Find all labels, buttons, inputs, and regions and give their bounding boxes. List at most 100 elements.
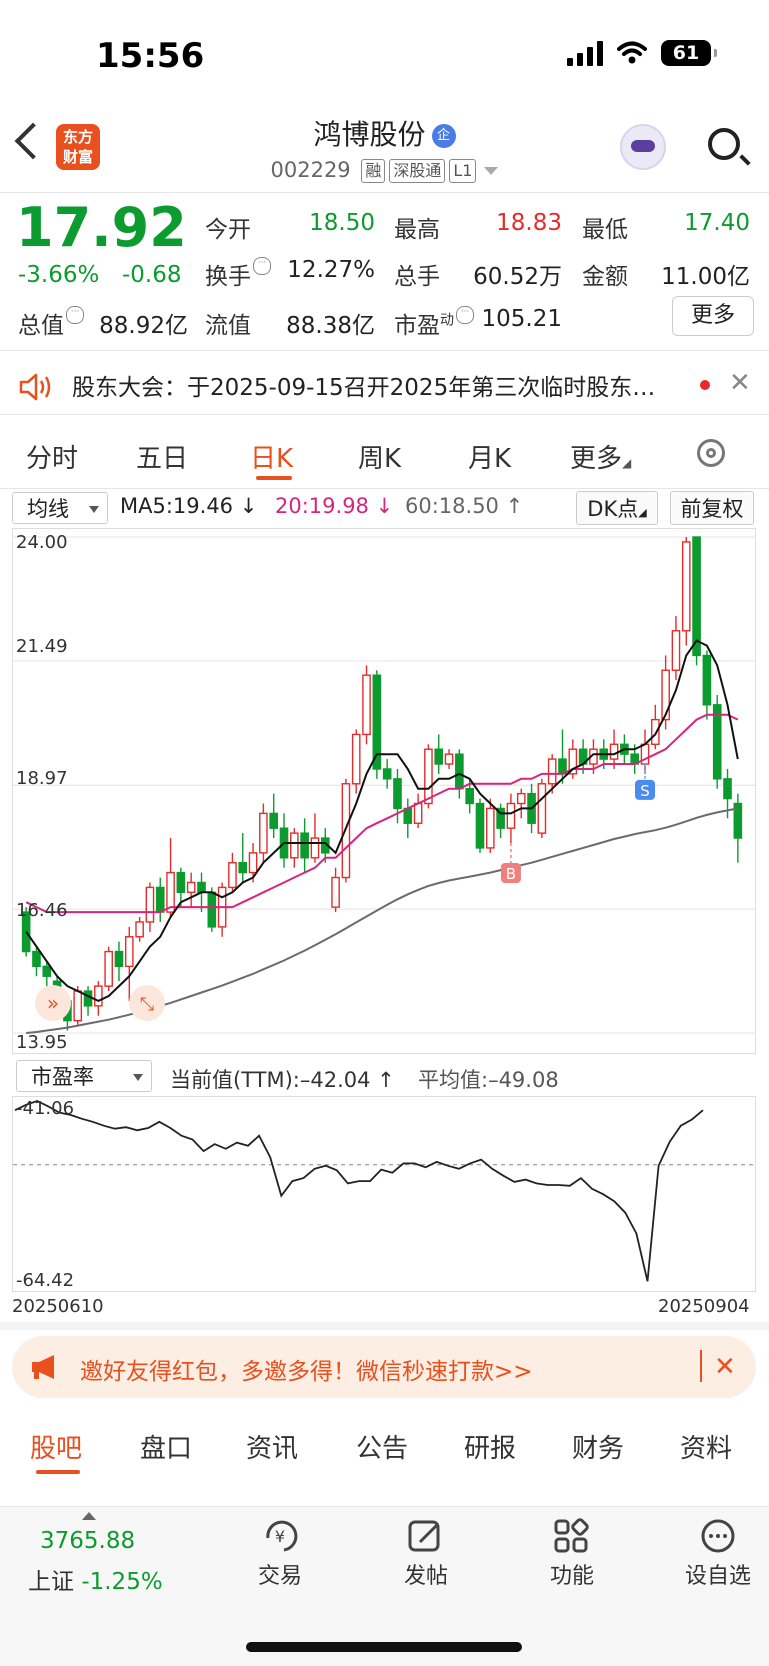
assistant-robot-icon[interactable] [620,124,666,170]
candle-body [661,669,670,721]
mktcap-label: 总值··· [18,306,84,340]
index-value[interactable]: 3765.88 [40,1528,136,1554]
adjust-button[interactable]: 前复权 [670,491,754,525]
index-info[interactable]: 上证 -1.25% [28,1569,163,1595]
close-promo-icon[interactable]: ✕ [714,1352,736,1382]
open-value: 18.50 [309,210,375,236]
candle-body [155,886,165,913]
tab-pankou[interactable]: 盘口 [140,1434,193,1464]
candle-body [506,802,516,829]
dk-point-button[interactable]: DK点◢ [576,491,658,525]
more-button[interactable]: 更多 [672,296,754,336]
pe-indicator-select[interactable]: 市盈率 [16,1060,152,1092]
tab-announcements[interactable]: 公告 [356,1434,409,1464]
tab-monthly-k[interactable]: 月K [468,444,512,474]
candle-body [372,674,382,770]
chevron-down-icon[interactable] [484,167,499,175]
turnover-value: 12.27% [287,257,375,283]
notice-text[interactable]: 股东大会：于2025-09-15召开2025年第三次临时股东大会 [72,375,672,401]
candle-body [197,881,206,894]
nav-functions[interactable]: 功能 [522,1518,622,1590]
edit-icon [408,1520,440,1552]
pe-y-top: -41.06 [16,1098,75,1119]
search-icon[interactable] [708,128,740,160]
tag-level: L1 [449,159,477,183]
section-gap [0,1322,769,1330]
marker-s-badge [635,779,656,800]
logo-line2: 财富 [62,148,93,166]
candle-body [547,758,557,785]
candle-body [104,950,113,987]
app-logo: 东方 财富 [56,124,100,170]
date-start: 20250610 [12,1296,104,1317]
stock-title: 鸿博股份企 [0,113,769,153]
candle-body [94,985,103,1007]
candle-body [290,832,299,859]
tab-finance[interactable]: 财务 [572,1434,625,1464]
y-tick-label: 18.97 [16,768,68,789]
nav-trade[interactable]: ¥ 交易 [230,1518,330,1590]
candle-body [135,921,144,938]
candle-body [176,871,186,894]
nav-watchlist[interactable]: 设自选 [668,1518,768,1590]
candle-body [32,950,41,968]
quote-divider [0,350,769,351]
pe-value: 105.21 [481,306,562,332]
nav-post[interactable]: 发帖 [376,1518,476,1590]
close-notice-icon[interactable]: ✕ [729,368,751,398]
tab-intraday[interactable]: 分时 [26,444,79,474]
pe-average: 平均值:–49.08 [418,1068,559,1092]
tabs-divider [0,488,769,489]
trade-icon: ¥ [266,1520,298,1552]
tab-research[interactable]: 研报 [464,1434,517,1464]
pe-svg [13,1100,755,1282]
stock-name: 鸿博股份 [313,118,426,151]
pe-chart[interactable] [12,1096,756,1292]
tab-guba[interactable]: 股吧 [30,1434,83,1464]
stock-subtitle[interactable]: 002229 融深股通 L1 [0,158,769,183]
tab-five-day[interactable]: 五日 [136,444,189,474]
candle-body [568,748,578,775]
home-indicator [246,1642,522,1652]
high-value: 18.83 [496,210,562,236]
marker-b-label: B [506,865,516,883]
caret-up-icon[interactable] [82,1512,96,1520]
candle-body [238,862,248,874]
candle-body [723,778,732,800]
promo-banner[interactable] [12,1336,756,1398]
indicator-select[interactable]: 均线 [12,492,108,524]
candle-body [145,886,155,923]
float-label: 流值 [205,313,251,339]
candle-body [331,876,340,908]
enterprise-badge-icon: 企 [431,124,456,148]
expand-left-glyph: » [47,991,59,1015]
gear-icon[interactable] [697,439,725,467]
tab-profile[interactable]: 资料 [680,1434,733,1464]
current-price: 17.92 [16,196,187,259]
speaker-icon [19,373,51,401]
candle-body [434,748,444,765]
candle-body [393,778,402,810]
kline-chart[interactable]: B S » ⤡ [12,528,756,1054]
tab-news[interactable]: 资讯 [246,1434,299,1464]
pe-line [14,1100,704,1282]
promo-text[interactable]: 邀好友得红包，多邀多得！微信秒速打款>> [80,1359,533,1385]
tab-daily-k[interactable]: 日K [250,444,294,474]
info-dots-icon[interactable]: ··· [456,306,474,324]
tag-margin: 融 [361,159,386,183]
tab-more[interactable]: 更多◢ [570,444,632,474]
candle-body [485,807,495,849]
candle-body [465,788,474,805]
svg-text:¥: ¥ [275,1527,285,1546]
candle-body [537,783,547,834]
mktcap-value: 88.92亿 [99,313,188,339]
ma20-line [25,713,739,914]
active-bottom-tab-indicator [36,1470,80,1474]
info-dots-icon[interactable]: ··· [253,257,271,275]
candle-body [362,674,371,736]
header-divider [0,192,769,193]
info-dots-icon[interactable]: ··· [66,306,84,324]
volume-label: 总手 [394,264,440,290]
tab-weekly-k[interactable]: 周K [358,444,402,474]
status-icons: 61 [567,40,717,66]
